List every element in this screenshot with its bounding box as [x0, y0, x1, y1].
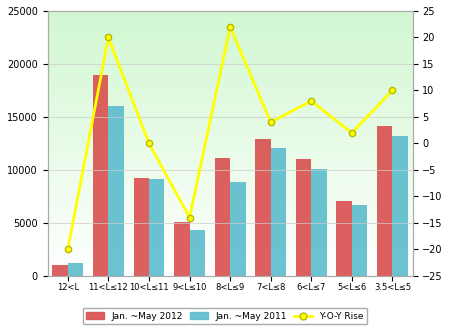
Bar [392, 136, 408, 276]
Bar [352, 205, 367, 276]
Bar [52, 265, 68, 276]
Bar [68, 263, 83, 276]
Bar [230, 182, 246, 276]
Bar [377, 126, 392, 276]
Bar [255, 139, 271, 276]
Bar [93, 74, 108, 276]
Bar [337, 201, 352, 276]
Bar [174, 222, 189, 276]
Bar [108, 106, 124, 276]
Bar [271, 148, 286, 276]
Legend: Jan. ~May 2012, Jan. ~May 2011, Y-O-Y Rise: Jan. ~May 2012, Jan. ~May 2011, Y-O-Y Ri… [82, 308, 368, 324]
Bar [215, 158, 230, 276]
Bar [311, 169, 327, 276]
Bar [189, 230, 205, 276]
Bar [134, 178, 149, 276]
Bar [149, 179, 164, 276]
Bar [296, 159, 311, 276]
